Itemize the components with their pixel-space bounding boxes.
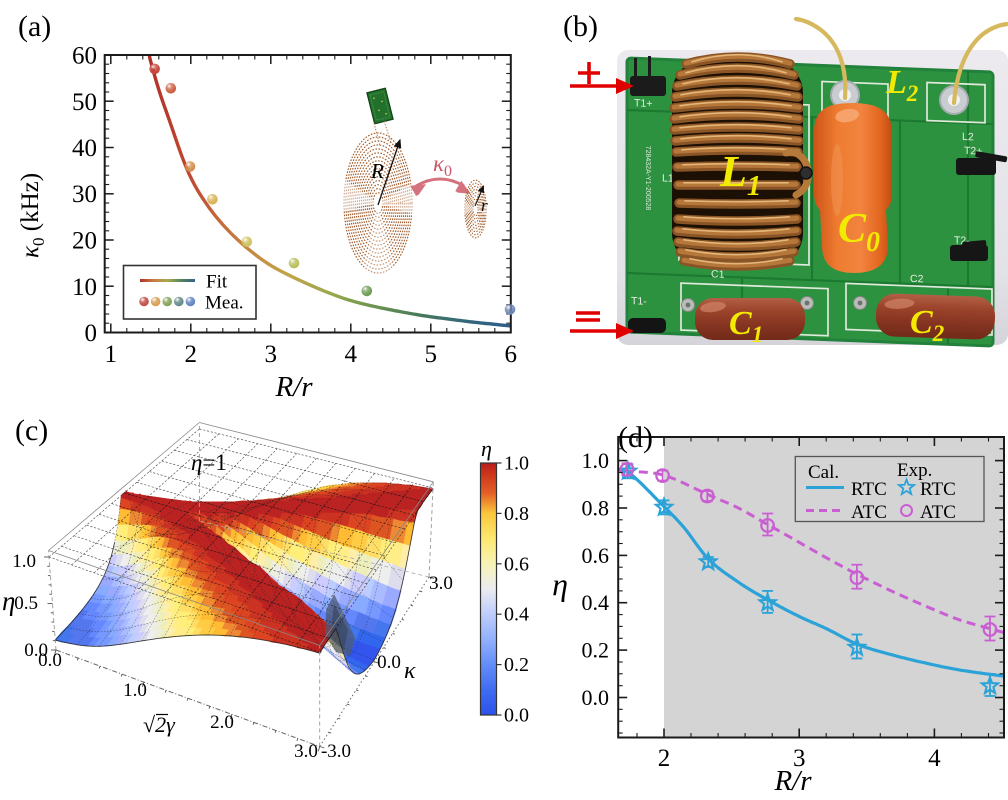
- svg-text:5: 5: [425, 341, 438, 368]
- svg-text:Fit: Fit: [206, 272, 228, 293]
- svg-text:0.0: 0.0: [582, 685, 610, 710]
- svg-text:3.0: 3.0: [294, 741, 318, 762]
- svg-text:1.0: 1.0: [504, 453, 529, 475]
- svg-text:3: 3: [265, 341, 278, 368]
- svg-text:C2: C2: [910, 273, 924, 286]
- svg-text:2: 2: [185, 341, 198, 368]
- svg-text:RTC: RTC: [920, 479, 956, 500]
- svg-text:4: 4: [928, 745, 941, 772]
- svg-text:η=1: η=1: [191, 450, 227, 475]
- svg-text:(b): (b): [563, 10, 598, 43]
- svg-text:30: 30: [72, 181, 97, 208]
- svg-text:10: 10: [72, 274, 97, 301]
- svg-text:0.4: 0.4: [504, 604, 529, 626]
- svg-text:0.2: 0.2: [504, 654, 529, 676]
- svg-text:0.8: 0.8: [582, 496, 610, 521]
- svg-text:ATC: ATC: [920, 502, 956, 523]
- svg-text:T1-: T1-: [631, 295, 647, 308]
- svg-text:0.6: 0.6: [504, 553, 529, 575]
- svg-text:√2γ: √2γ: [143, 712, 176, 737]
- svg-text:0.4: 0.4: [582, 590, 610, 615]
- svg-text:Mea.: Mea.: [205, 293, 244, 314]
- svg-text:20: 20: [72, 228, 97, 255]
- svg-text:0.6: 0.6: [582, 543, 610, 568]
- svg-text:728432A-Y1-200528: 728432A-Y1-200528: [644, 146, 651, 211]
- svg-text:3: 3: [793, 745, 806, 772]
- svg-text:-3.0: -3.0: [321, 741, 351, 762]
- svg-text:0: 0: [85, 320, 98, 347]
- svg-text:2: 2: [658, 745, 671, 772]
- svg-text:0.8: 0.8: [504, 503, 529, 525]
- svg-text:0.2: 0.2: [582, 638, 610, 663]
- svg-text:R/r: R/r: [773, 765, 812, 797]
- svg-text:L2: L2: [962, 131, 974, 143]
- svg-text:0.0: 0.0: [377, 652, 401, 673]
- svg-text:η: η: [2, 586, 15, 616]
- svg-text:(c): (c): [15, 414, 48, 447]
- svg-text:(a): (a): [18, 10, 51, 43]
- svg-text:L1: L1: [719, 147, 761, 202]
- svg-text:6: 6: [505, 341, 518, 368]
- svg-text:Exp.: Exp.: [897, 460, 932, 481]
- svg-text:2.0: 2.0: [210, 712, 234, 733]
- svg-text:L2: L2: [885, 64, 918, 106]
- svg-text:κ0 (kHz): κ0 (kHz): [17, 173, 48, 258]
- svg-text:(d): (d): [618, 421, 653, 454]
- svg-text:η: η: [481, 436, 492, 461]
- svg-text:40: 40: [72, 135, 97, 162]
- svg-text:3.0: 3.0: [429, 573, 453, 594]
- svg-text:κ: κ: [404, 658, 416, 684]
- svg-text:60: 60: [72, 43, 97, 70]
- svg-text:C1: C1: [711, 268, 725, 281]
- svg-text:4: 4: [345, 341, 358, 368]
- svg-text:R/r: R/r: [274, 371, 313, 403]
- svg-text:L1: L1: [662, 172, 674, 184]
- svg-text:50: 50: [72, 89, 97, 116]
- svg-text:RTC: RTC: [851, 479, 887, 500]
- svg-text:1.0: 1.0: [123, 680, 147, 701]
- svg-text:1: 1: [105, 341, 118, 368]
- svg-text:0.0: 0.0: [24, 640, 48, 661]
- svg-text:R: R: [370, 159, 384, 183]
- svg-text:0.5: 0.5: [14, 593, 38, 614]
- svg-text:Cal.: Cal.: [808, 462, 839, 483]
- svg-text:r: r: [481, 196, 488, 215]
- svg-text:1.0: 1.0: [582, 448, 610, 473]
- svg-text:0.0: 0.0: [504, 705, 529, 727]
- svg-text:η: η: [552, 566, 568, 602]
- svg-text:ATC: ATC: [851, 502, 887, 523]
- svg-text:1.0: 1.0: [12, 551, 36, 572]
- svg-text:0.0: 0.0: [38, 650, 62, 671]
- svg-text:T1+: T1+: [634, 97, 652, 110]
